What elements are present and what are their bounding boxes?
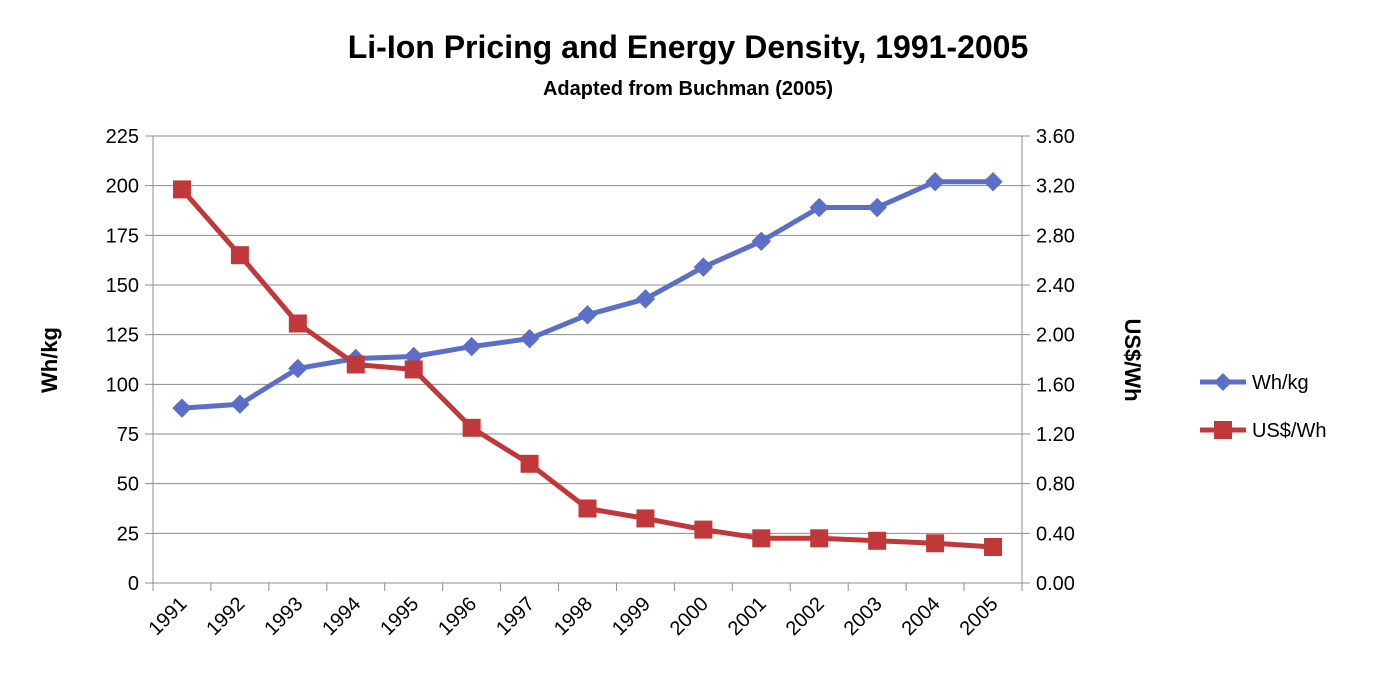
y-left-tick-label: 100 <box>106 374 139 396</box>
gridlines <box>153 135 1022 534</box>
x-tick-label: 1993 <box>260 593 307 640</box>
legend-label: US$/Wh <box>1252 420 1326 442</box>
chart-subtitle: Adapted from Buchman (2005) <box>543 78 833 100</box>
y-right-tick-label: 2.40 <box>1036 275 1075 297</box>
x-tick-label: 2002 <box>782 593 829 640</box>
chart-title: Li-Ion Pricing and Energy Density, 1991-… <box>348 29 1029 65</box>
data-point-diamond <box>693 257 714 277</box>
y-left-tick-label: 225 <box>106 126 139 148</box>
data-point-diamond <box>230 394 250 414</box>
data-point-square <box>926 534 945 553</box>
data-point-diamond <box>983 171 1003 192</box>
y-left-tick-label: 175 <box>106 225 139 247</box>
x-tick-label: 1997 <box>492 593 539 640</box>
axes: 0 25 50 75 100 125 150 175 200 225 0.00 0.40 0.80 1.2… <box>106 126 1075 640</box>
data-point-square <box>868 531 887 550</box>
y-left-tick-label: 125 <box>106 325 139 347</box>
data-point-square <box>172 180 191 199</box>
data-point-diamond <box>577 305 598 325</box>
y-left-tick-label: 150 <box>106 275 139 297</box>
data-point-square <box>578 499 597 518</box>
legend-marker-square <box>1214 421 1232 439</box>
x-tick-label: 1999 <box>608 593 655 640</box>
y-right-tick-label: 1.20 <box>1036 424 1075 446</box>
data-point-square <box>346 355 365 374</box>
data-point-square <box>288 314 307 333</box>
series-line <box>181 179 994 411</box>
series-layer <box>172 171 1003 556</box>
x-tick-label: 2003 <box>840 593 887 640</box>
y-left-tick-label: 200 <box>106 176 139 198</box>
x-tick-label: 1996 <box>434 593 481 640</box>
y-left-axis-title: Wh/kg <box>37 327 62 393</box>
data-point-square <box>694 520 713 539</box>
data-point-diamond <box>172 398 192 418</box>
y-right-tick-label: 0.00 <box>1036 573 1075 595</box>
x-tick-label: 2000 <box>666 593 713 640</box>
y-right-tick-label: 3.20 <box>1036 176 1075 198</box>
y-right-tick-label: 2.80 <box>1036 225 1075 247</box>
data-point-square <box>752 529 771 548</box>
y-right-tick-label: 2.00 <box>1036 325 1075 347</box>
data-point-square <box>984 537 1003 556</box>
legend-marker-diamond <box>1214 373 1232 391</box>
y-left-tick-label: 50 <box>117 474 139 496</box>
x-tick-label: 2004 <box>898 593 945 640</box>
data-point-diamond <box>519 328 540 349</box>
data-point-diamond <box>751 231 772 252</box>
data-point-diamond <box>867 197 887 218</box>
legend-label: Wh/kg <box>1252 372 1309 394</box>
data-point-diamond <box>461 336 482 357</box>
y-right-tick-label: 0.40 <box>1036 523 1075 545</box>
data-point-diamond <box>635 289 656 309</box>
x-tick-label: 2001 <box>724 593 771 640</box>
data-point-square <box>230 246 249 265</box>
data-point-square <box>404 360 423 379</box>
data-point-square <box>636 509 655 528</box>
x-tick-label: 1998 <box>550 593 597 640</box>
x-tick-label: 1994 <box>318 593 365 640</box>
y-right-axis-title: US$/Wh <box>1120 318 1145 401</box>
legend: Wh/kg US$/Wh <box>1200 372 1326 442</box>
x-tick-label: 2005 <box>956 593 1003 640</box>
y-left-tick-label: 0 <box>128 573 139 595</box>
data-point-diamond <box>288 358 308 379</box>
y-left-tick-label: 25 <box>117 523 139 545</box>
data-point-square <box>462 418 481 437</box>
x-tick-label: 1992 <box>202 593 249 640</box>
data-point-square <box>810 529 829 548</box>
x-tick-label: 1995 <box>376 593 423 640</box>
data-point-diamond <box>809 197 829 218</box>
y-right-tick-label: 0.80 <box>1036 474 1075 496</box>
data-point-square <box>520 454 539 473</box>
y-left-tick-label: 75 <box>117 424 139 446</box>
x-tick-label: 1991 <box>144 593 191 640</box>
data-point-diamond <box>925 171 945 192</box>
y-right-tick-label: 1.60 <box>1036 374 1075 396</box>
y-right-tick-label: 3.60 <box>1036 126 1075 148</box>
